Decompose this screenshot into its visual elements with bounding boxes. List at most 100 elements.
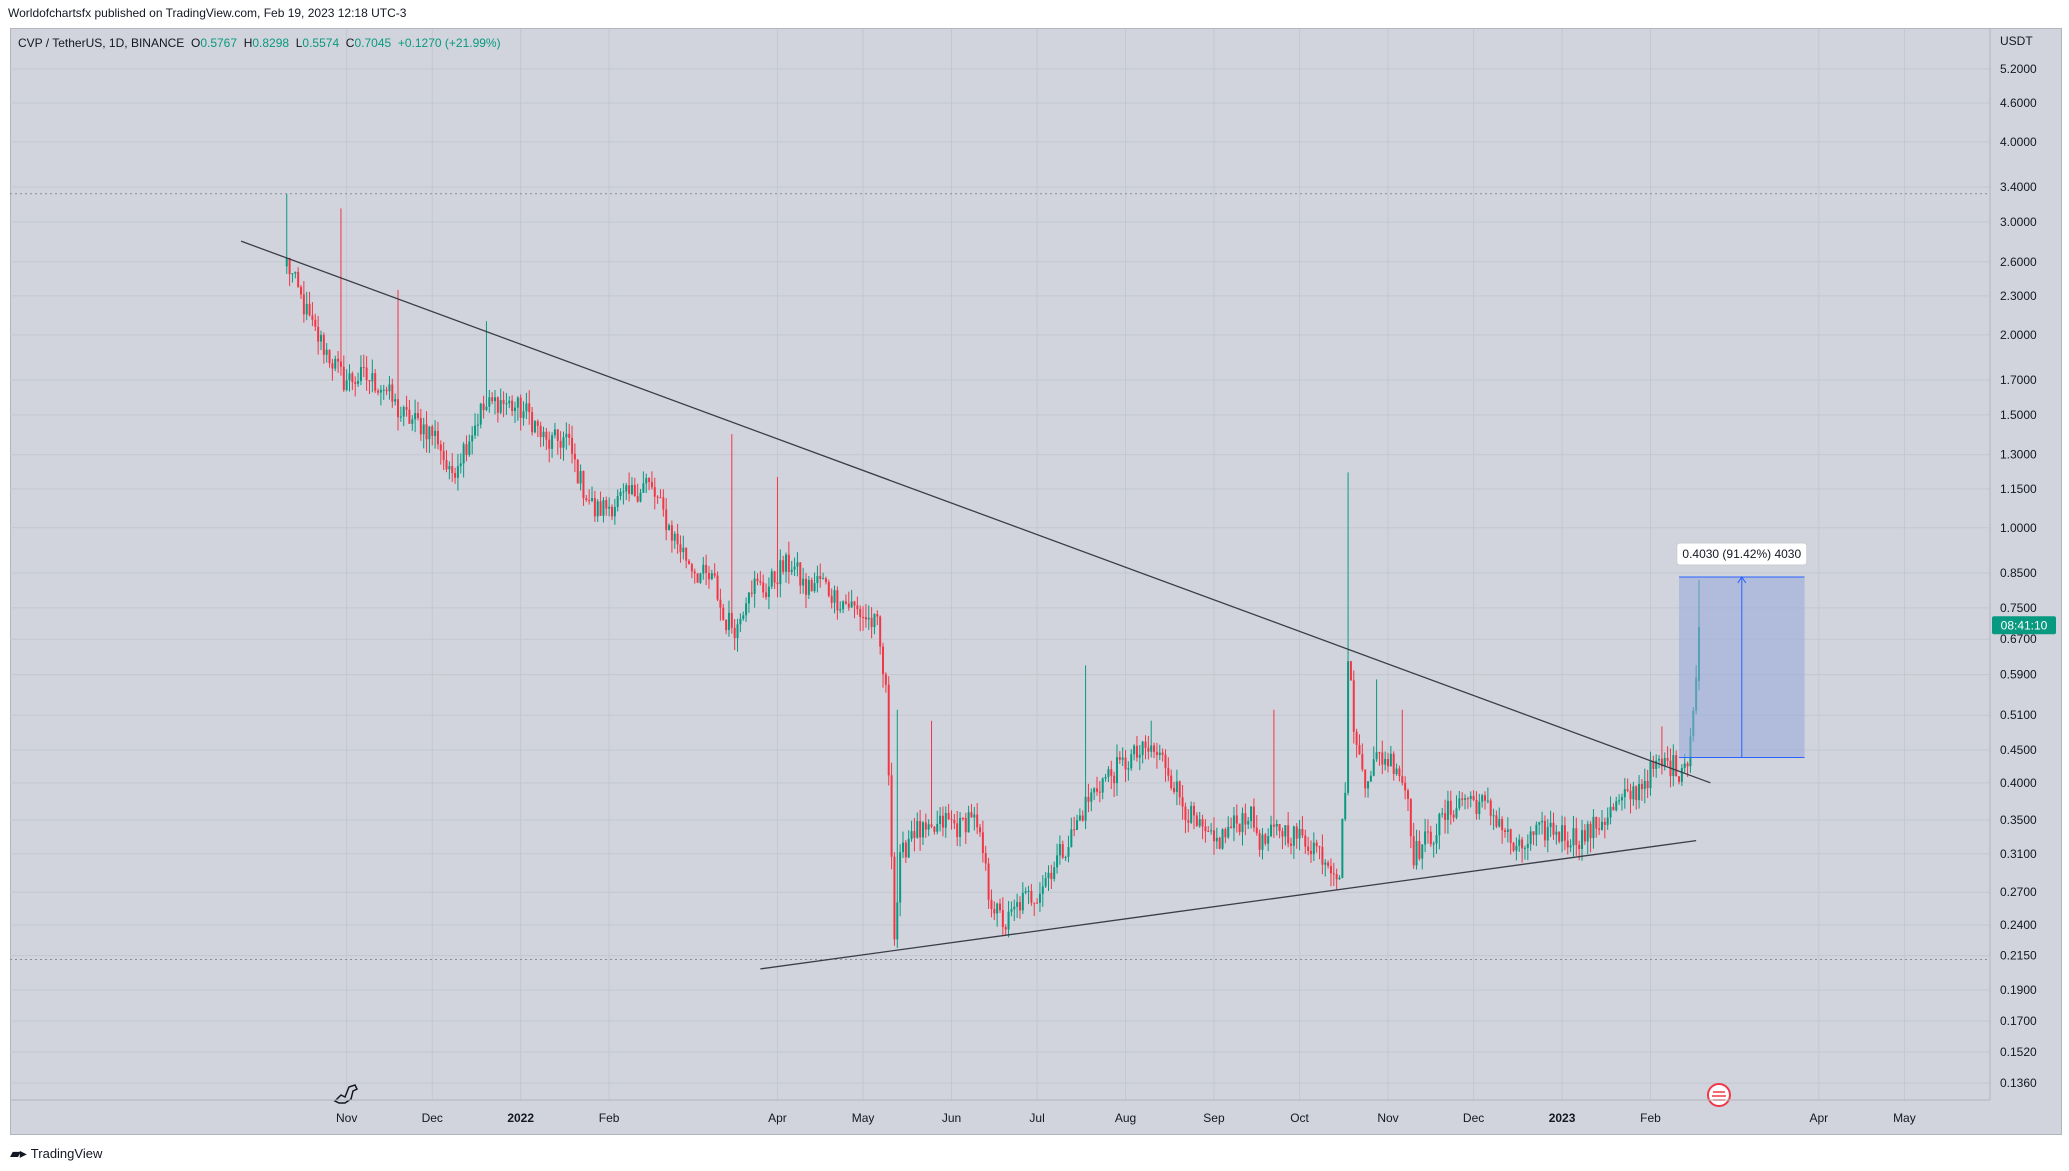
candle-body xyxy=(1523,847,1526,849)
tradingview-logo-icon: ▰▸ xyxy=(10,1145,27,1161)
candle-body xyxy=(1212,830,1215,842)
candle-body xyxy=(374,373,377,391)
candle-body xyxy=(422,424,425,435)
candle-body xyxy=(605,500,608,509)
candle-body xyxy=(1680,768,1683,782)
candle-body xyxy=(465,444,468,455)
candle-body xyxy=(636,496,639,502)
candle-body xyxy=(767,586,770,598)
candle-body xyxy=(656,496,659,498)
candle-body xyxy=(1036,902,1039,904)
candle-body xyxy=(827,581,830,596)
candle-body xyxy=(525,403,528,412)
candle-body xyxy=(693,571,696,574)
candle-body xyxy=(322,334,325,355)
candle-body xyxy=(1298,828,1301,839)
price-tick-label: 0.3500 xyxy=(2000,813,2037,827)
candle-body xyxy=(1526,843,1529,848)
candle-body xyxy=(864,617,867,620)
candle-body xyxy=(859,608,862,618)
candle-body xyxy=(419,418,422,435)
candle-body xyxy=(1358,744,1361,755)
candle-body xyxy=(1155,751,1158,756)
candle-body xyxy=(1056,855,1059,868)
candle-body xyxy=(1224,829,1227,838)
candle-body xyxy=(342,366,345,390)
price-tick-label: 3.4000 xyxy=(2000,180,2037,194)
time-tick-label: Jul xyxy=(1029,1111,1044,1125)
candle-body xyxy=(990,899,993,909)
candle-body xyxy=(1429,831,1432,845)
candle-body xyxy=(556,429,559,441)
candle-body xyxy=(513,407,516,412)
candle-body xyxy=(479,403,482,425)
candle-body xyxy=(787,554,790,572)
candle-body xyxy=(1001,910,1004,928)
candle-body xyxy=(1598,828,1601,830)
candle-body xyxy=(545,431,548,440)
measure-arrow-head xyxy=(1737,576,1747,584)
candle-body xyxy=(893,856,896,940)
candle-body xyxy=(1375,752,1378,760)
candle-body xyxy=(448,466,451,470)
open-label: O xyxy=(190,36,201,50)
candle-body xyxy=(939,815,942,824)
candle-body xyxy=(1275,824,1278,827)
dino-icon-shape xyxy=(333,1084,359,1104)
candle-body xyxy=(645,478,648,484)
candle-body xyxy=(1292,826,1295,846)
candle-body xyxy=(1387,758,1390,767)
candle-body xyxy=(542,431,545,437)
candle-body xyxy=(762,582,765,593)
candle-body xyxy=(616,496,619,507)
candle-body xyxy=(730,612,733,628)
candle-body xyxy=(1501,818,1504,831)
candle-body xyxy=(1147,747,1150,752)
candle-body xyxy=(1087,796,1090,802)
candle-body xyxy=(391,384,394,402)
candle-body xyxy=(379,389,382,393)
candle-body xyxy=(1421,844,1424,859)
candle-body xyxy=(1118,757,1121,760)
candle-body xyxy=(474,425,477,436)
candle-body xyxy=(1101,778,1104,793)
candle-body xyxy=(1603,821,1606,825)
candle-body xyxy=(1349,661,1352,681)
candle-body xyxy=(1521,839,1524,849)
candle-body xyxy=(679,544,682,553)
candle-body xyxy=(431,426,434,437)
candle-body xyxy=(710,573,713,580)
candle-body xyxy=(836,590,839,611)
candle-body xyxy=(442,450,445,461)
price-tick-label: 0.2150 xyxy=(2000,949,2037,963)
candle-body xyxy=(896,902,899,940)
candle-body xyxy=(397,399,400,418)
candle-body xyxy=(844,601,847,604)
candle-body xyxy=(956,823,959,838)
candle-body xyxy=(696,573,699,583)
ohlc-legend: CVP / TetherUS, 1D, BINANCE O0.5767 H0.8… xyxy=(18,36,501,50)
candle-body xyxy=(1486,800,1489,802)
candle-body xyxy=(451,466,454,474)
candle-body xyxy=(1324,862,1327,865)
candle-body xyxy=(1652,761,1655,769)
candle-body xyxy=(944,812,947,828)
candle-body xyxy=(1640,783,1643,790)
candle-body xyxy=(1221,829,1224,849)
candle-body xyxy=(1261,834,1264,850)
tradingview-footer[interactable]: ▰▸ TradingView xyxy=(10,1145,102,1162)
candle-body xyxy=(1426,831,1429,833)
candle-body xyxy=(357,381,360,384)
time-tick-label: Nov xyxy=(1377,1111,1398,1125)
candle-body xyxy=(747,592,750,604)
candle-body xyxy=(930,824,933,827)
high-value: 0.8298 xyxy=(252,36,290,50)
candle-body xyxy=(1201,819,1204,827)
candle-body xyxy=(1435,835,1438,844)
candle-body xyxy=(1124,757,1127,770)
candle-body xyxy=(619,491,622,497)
close-value: 0.7045 xyxy=(354,36,392,50)
candle-body xyxy=(1660,758,1663,767)
candle-body xyxy=(1104,776,1107,779)
